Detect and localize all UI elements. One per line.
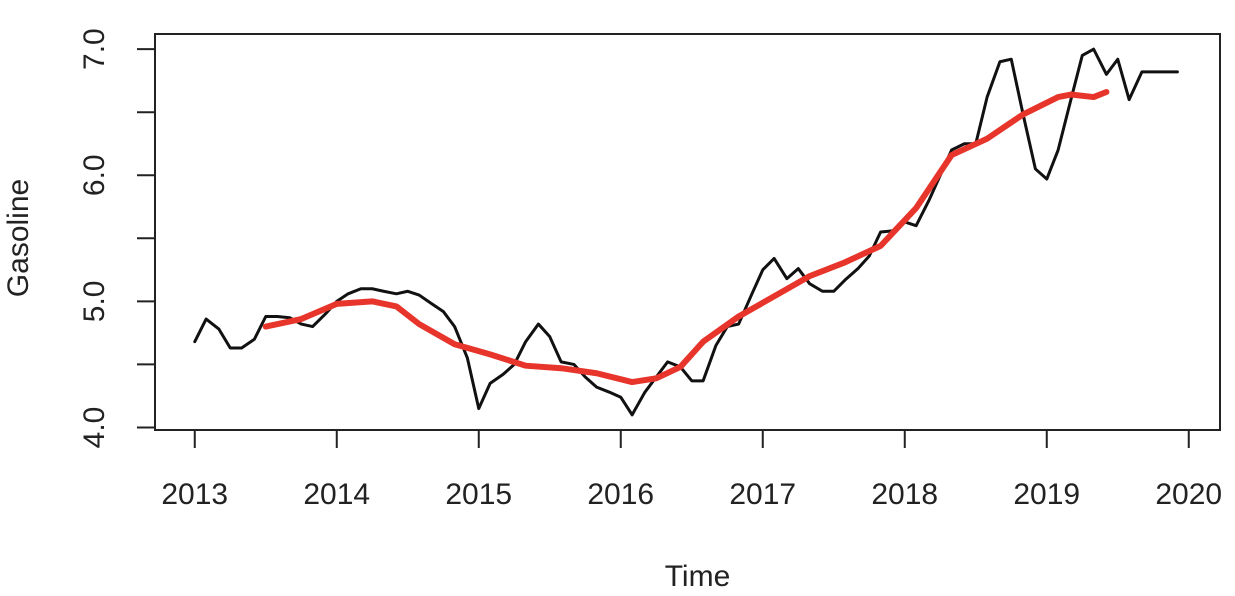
series-line-observed	[193, 47, 1179, 417]
x-tick-label: 2017	[729, 478, 796, 511]
x-tick-label: 2020	[1155, 478, 1222, 511]
x-axis-title: Time	[665, 560, 731, 593]
x-tick-label: 2015	[445, 478, 512, 511]
x-tick-label: 2016	[587, 478, 654, 511]
y-axis-title: Gasoline	[2, 179, 35, 297]
y-tick-label: 5.0	[78, 281, 111, 323]
y-axis: 4.0 5.0 6.0 7.0	[78, 28, 156, 449]
x-tick-label: 2014	[303, 478, 370, 511]
x-tick-label: 2013	[161, 478, 228, 511]
y-tick-label: 7.0	[78, 28, 111, 70]
y-tick-label: 4.0	[78, 407, 111, 449]
x-tick-label: 2018	[871, 478, 938, 511]
x-tick-label: 2019	[1013, 478, 1080, 511]
x-axis: 2013 2014 2015 2016 2017 2018 2019 2020	[161, 429, 1222, 511]
series-layer	[193, 47, 1179, 417]
plot-frame	[154, 33, 1221, 431]
series-line-smoothed	[262, 89, 1110, 386]
y-tick-label: 6.0	[78, 154, 111, 196]
